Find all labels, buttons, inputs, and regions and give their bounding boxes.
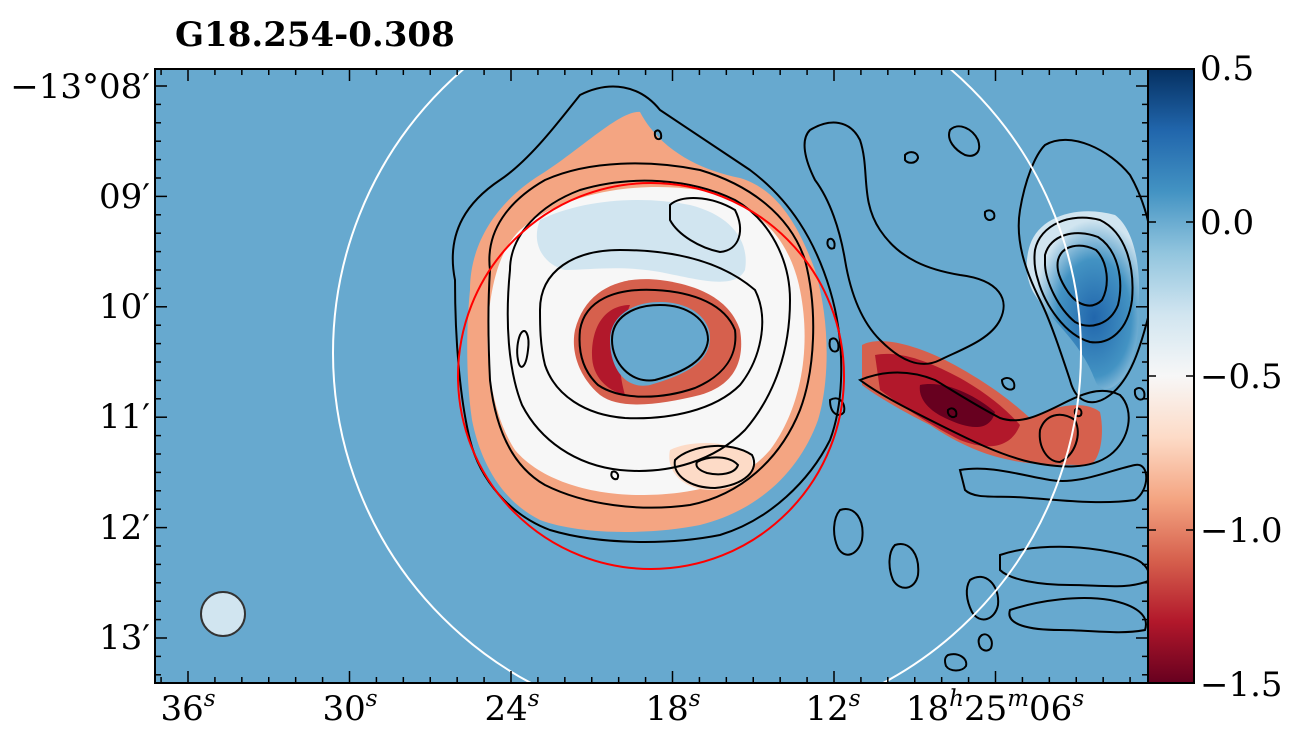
contour-dot-8 <box>653 129 663 141</box>
contour-dot-6 <box>1000 377 1016 391</box>
y-tick-label: −13°08′ <box>10 67 150 107</box>
chart-title: G18.254-0.308 <box>175 15 455 55</box>
colorbar-tick-label: 0.0 <box>1200 203 1254 243</box>
contour-dot-3 <box>826 237 836 250</box>
contour-dot-5 <box>828 397 846 416</box>
y-tick-label: 13′ <box>99 618 150 658</box>
contour-se-2 <box>999 545 1148 588</box>
contour-se-3 <box>1008 597 1147 634</box>
contour-dot-10 <box>946 407 958 419</box>
contour-dot-4 <box>828 337 840 353</box>
contour-s-4 <box>977 633 993 652</box>
contour-ring-3 <box>506 179 792 472</box>
contour-nw-1 <box>948 125 981 157</box>
ring-hole <box>610 302 710 386</box>
contour-small-2 <box>610 470 620 481</box>
colorbar-tick-label: −1.0 <box>1200 511 1283 551</box>
contour-lower-knot <box>673 444 756 490</box>
contour-s-2 <box>888 543 920 589</box>
x-tick-label: 12s <box>805 686 860 729</box>
x-tick-label: 30s <box>322 686 377 729</box>
contour-ring-5 <box>578 288 737 398</box>
beam-ellipse <box>200 591 246 637</box>
colorbar-tick-label: 0.5 <box>1200 49 1254 89</box>
contours <box>451 85 1148 672</box>
contour-blob-2 <box>1044 232 1122 327</box>
colorbar-tick-label: −0.5 <box>1200 357 1283 397</box>
contour-east-ridge <box>803 121 1005 365</box>
contour-east-outer <box>1017 138 1148 404</box>
contour-dot-1 <box>904 151 920 164</box>
emission-map <box>200 69 1148 683</box>
contour-inner-hole <box>610 303 710 382</box>
y-tick-label: 10′ <box>99 287 150 327</box>
x-tick-label: 24s <box>484 686 539 729</box>
contour-se-4 <box>965 575 1000 621</box>
contour-ring-4 <box>538 248 764 420</box>
contour-se-1 <box>958 463 1148 504</box>
contour-small-1 <box>516 330 530 368</box>
contour-s-1 <box>833 508 864 556</box>
x-tick-label: 18s <box>645 686 700 729</box>
colorbar: 0.5 0.0 −0.5 −1.0 −1.5 <box>1147 49 1283 705</box>
contour-blob-1 <box>1033 216 1134 344</box>
plot-area <box>154 68 1149 684</box>
contour-filament-inner <box>1038 413 1079 464</box>
contour-filament <box>857 371 1130 468</box>
ring-light-blue <box>536 200 746 282</box>
contour-ring-2 <box>487 162 815 509</box>
y-tick-label: 11′ <box>99 397 150 437</box>
colorbar-ticks <box>1148 221 1194 531</box>
outer-circle <box>332 69 1082 683</box>
y-tick-label: 12′ <box>99 508 150 548</box>
region-circle <box>457 182 845 570</box>
contour-blob-3 <box>1056 244 1108 307</box>
compact-source <box>1026 211 1140 390</box>
contour-s-3 <box>943 653 968 672</box>
x-tick-label: 36s <box>160 686 215 729</box>
ring-lower-patch <box>669 443 753 490</box>
y-axis: −13°08′ 09′ 10′ 11′ 12′ 13′ <box>10 67 150 658</box>
y-tick-label: 09′ <box>99 177 150 217</box>
contour-dot-7 <box>1133 387 1146 401</box>
colorbar-tick-label: −1.5 <box>1200 665 1283 705</box>
contour-lower-knot-inner <box>695 456 740 476</box>
filament-peak <box>919 384 995 428</box>
contour-dot-2 <box>983 209 996 221</box>
x-tick-label: 18h25m06s <box>906 686 1084 729</box>
x-axis: 36s 30s 24s 18s 12s 18h25m06s <box>160 686 1084 729</box>
contour-top-knot <box>669 197 741 254</box>
